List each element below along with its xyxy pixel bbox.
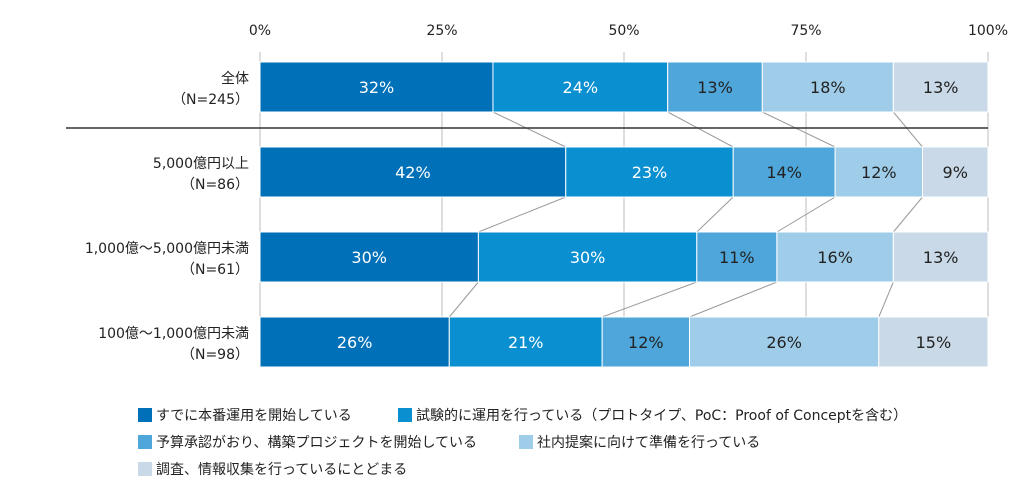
- connector-line: [696, 196, 734, 233]
- legend-label: すでに本番運用を開始している: [156, 408, 352, 424]
- legend-swatch: [138, 462, 152, 476]
- x-tick-label: 25%: [426, 23, 457, 39]
- connector-line: [448, 281, 479, 318]
- connector-line: [689, 281, 778, 318]
- bar-segment: [689, 316, 880, 368]
- bars: 32% 24% 13% 18% 13% 42% 23% 14% 12% 9% 30% 30% 11% 16…: [259, 61, 989, 368]
- category-label: 100億～1,000億円未満: [98, 326, 249, 342]
- connector-line: [892, 196, 923, 233]
- x-tick-labels: 0% 25% 50% 75% 100%: [249, 23, 1008, 39]
- bar-segment: [565, 146, 734, 198]
- data-label: 24%: [563, 78, 599, 97]
- data-label: 13%: [923, 248, 959, 267]
- data-label: 12%: [628, 333, 664, 352]
- x-tick-label: 0%: [249, 23, 271, 39]
- connector-line: [492, 111, 566, 148]
- data-label: 9%: [943, 163, 968, 182]
- bar-segment: [732, 146, 836, 198]
- bar-segment: [667, 61, 763, 113]
- data-label: 15%: [916, 333, 952, 352]
- bar-segment: [761, 61, 894, 113]
- legend-label: 社内提案に向けて準備を行っている: [537, 434, 760, 451]
- bar-segment: [921, 146, 989, 198]
- category-label: （N=98）: [181, 347, 249, 363]
- legend-swatch: [138, 435, 152, 449]
- data-label: 42%: [395, 163, 431, 182]
- x-tick-label: 50%: [608, 23, 639, 39]
- legend: すでに本番運用を開始している 試験的に運用を行っている（プロトタイプ、PoC：Pr…: [138, 408, 907, 478]
- category-labels: 全体 （N=245） 5,000億円以上 （N=86） 1,000億～5,000億円未満…: [85, 70, 249, 363]
- bar-segment: [477, 231, 698, 283]
- bar-segment: [259, 146, 567, 198]
- connector-line: [667, 111, 734, 148]
- data-label: 26%: [766, 333, 802, 352]
- bar-segment: [696, 231, 778, 283]
- data-label: 16%: [817, 248, 853, 267]
- data-label: 32%: [359, 78, 395, 97]
- connector-line: [892, 111, 923, 148]
- connector-line: [776, 196, 836, 233]
- bar-segment: [492, 61, 669, 113]
- legend-label: 試験的に運用を行っている（プロトタイプ、PoC：Proof of Concept…: [416, 408, 907, 424]
- bar-segment: [892, 231, 989, 283]
- category-label: （N=86）: [181, 177, 249, 193]
- category-label: 1,000億～5,000億円未満: [85, 241, 249, 257]
- data-label: 11%: [719, 248, 755, 267]
- connector-lines: [448, 111, 923, 318]
- legend-swatch: [138, 408, 152, 422]
- data-label: 21%: [508, 333, 544, 352]
- bar-segment: [448, 316, 603, 368]
- data-label: 18%: [810, 78, 846, 97]
- bar-segment: [892, 61, 989, 113]
- category-label: （N=61）: [181, 262, 249, 278]
- connector-line: [478, 196, 566, 233]
- legend-swatch: [519, 435, 533, 449]
- connector-line: [601, 281, 697, 318]
- data-label: 12%: [861, 163, 897, 182]
- connector-line: [762, 111, 836, 148]
- bar-segment: [834, 146, 923, 198]
- legend-swatch: [398, 408, 412, 422]
- bar-segment: [259, 61, 494, 113]
- data-label: 30%: [351, 248, 387, 267]
- data-label: 30%: [570, 248, 606, 267]
- x-tick-label: 100%: [968, 23, 1008, 39]
- bar-segment: [259, 316, 450, 368]
- connector-line: [878, 281, 894, 318]
- data-label: 23%: [632, 163, 668, 182]
- data-label: 14%: [766, 163, 802, 182]
- data-label: 13%: [697, 78, 733, 97]
- x-tick-label: 75%: [790, 23, 821, 39]
- category-label: 5,000億円以上: [153, 156, 249, 172]
- legend-label: 予算承認がおり、構築プロジェクトを開始している: [156, 435, 477, 451]
- data-label: 13%: [923, 78, 959, 97]
- category-label: 全体: [221, 70, 249, 87]
- category-label: （N=245）: [172, 92, 249, 108]
- bar-segment: [878, 316, 989, 368]
- bar-segment: [259, 231, 479, 283]
- bar-segment: [601, 316, 691, 368]
- legend-label: 調査、情報収集を行っているにとどまる: [156, 461, 407, 478]
- data-label: 26%: [337, 333, 373, 352]
